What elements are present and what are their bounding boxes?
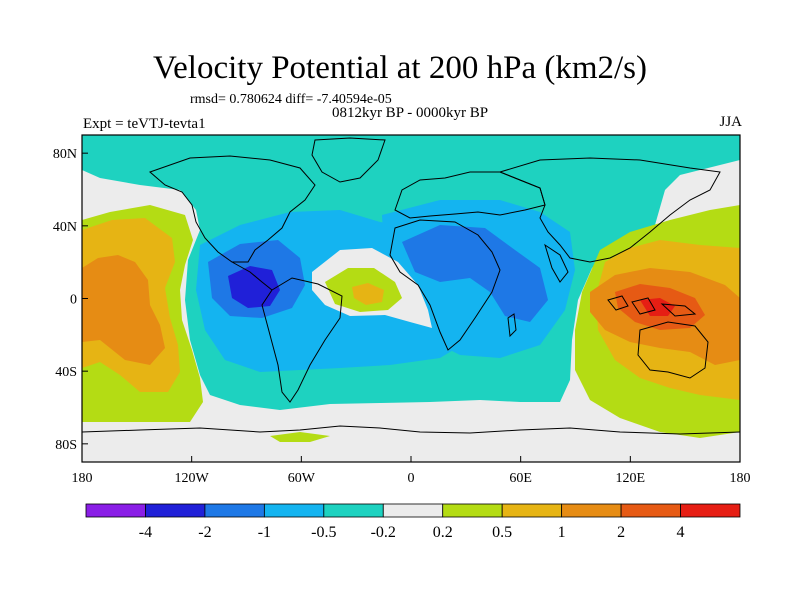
coast-africa bbox=[389, 219, 501, 351]
coast-central-america bbox=[231, 261, 273, 291]
period-subtitle: 0812kyr BP - 0000kyr BP bbox=[331, 105, 489, 121]
x-tick-label: 120W bbox=[175, 471, 210, 486]
coastlines bbox=[82, 137, 740, 435]
y-tick-label: 80S bbox=[55, 438, 77, 453]
colorbar-swatch bbox=[263, 503, 325, 518]
contour-core-africa bbox=[402, 225, 548, 322]
colorbar-swatch bbox=[145, 503, 206, 518]
colorbar-label: -0.5 bbox=[311, 524, 336, 541]
colorbar-label: -0.2 bbox=[371, 524, 396, 541]
x-tick-label: 60E bbox=[509, 471, 532, 486]
colorbar-swatch bbox=[204, 503, 265, 518]
colorbar-swatch bbox=[382, 503, 444, 518]
colorbar-label: 4 bbox=[677, 524, 685, 541]
experiment-label: Expt = teVTJ-tevta1 bbox=[83, 116, 206, 132]
x-tick-label: 180 bbox=[72, 471, 93, 486]
coast-asia bbox=[498, 157, 721, 263]
x-tick-label: 180 bbox=[730, 471, 751, 486]
y-tick-label: 80N bbox=[53, 147, 77, 162]
coast-antarctica bbox=[82, 425, 740, 435]
map-title: Velocity Potential at 200 hPa (km2/s) bbox=[152, 50, 648, 86]
colorbar-swatch bbox=[323, 503, 384, 518]
coast-australia bbox=[637, 321, 709, 379]
y-tick-label: 0 bbox=[70, 293, 77, 308]
stats-line: rmsd= 0.780624 diff= -7.40594e-05 bbox=[190, 92, 392, 107]
colorbar-label: 0.5 bbox=[492, 524, 512, 541]
colorbar-swatch bbox=[85, 503, 146, 518]
colorbar-label: 0.2 bbox=[433, 524, 453, 541]
colorbar-label: -4 bbox=[139, 524, 152, 541]
coast-north-america bbox=[149, 155, 316, 263]
colorbar-label: 1 bbox=[558, 524, 566, 541]
season-label: JJA bbox=[719, 114, 742, 130]
y-tick-label: 40S bbox=[55, 365, 77, 380]
colorbar-swatch bbox=[442, 503, 503, 518]
colorbar-label: -1 bbox=[258, 524, 271, 541]
contour-max-atlantic bbox=[352, 283, 384, 305]
x-tick-label: 60W bbox=[288, 471, 316, 486]
coast-india bbox=[544, 243, 569, 283]
contour-field bbox=[82, 135, 740, 462]
colorbar-swatch bbox=[620, 503, 681, 518]
coast-south-america bbox=[261, 277, 343, 403]
contour-positive-antarctic bbox=[270, 432, 330, 442]
colorbar: -4 -2 -1 -0.5 -0.2 0.2 0.5 1 2 4 bbox=[85, 503, 741, 541]
coast-madagascar bbox=[507, 313, 517, 338]
y-axis: 80N 40N 0 40S 80S bbox=[53, 147, 88, 453]
x-tick-label: 120E bbox=[616, 471, 646, 486]
colorbar-label: -2 bbox=[198, 524, 211, 541]
colorbar-label: 2 bbox=[617, 524, 625, 541]
colorbar-swatch bbox=[680, 503, 741, 518]
x-tick-label: 0 bbox=[408, 471, 415, 486]
x-axis: 180 120W 60W 0 60E 120E 180 bbox=[72, 456, 751, 486]
y-tick-label: 40N bbox=[53, 220, 77, 235]
coast-maritime-continent bbox=[607, 295, 697, 317]
colorbar-swatch bbox=[561, 503, 622, 518]
contour-high-east-pacific bbox=[82, 255, 165, 365]
colorbar-swatch bbox=[501, 503, 563, 518]
coast-greenland bbox=[311, 137, 386, 183]
